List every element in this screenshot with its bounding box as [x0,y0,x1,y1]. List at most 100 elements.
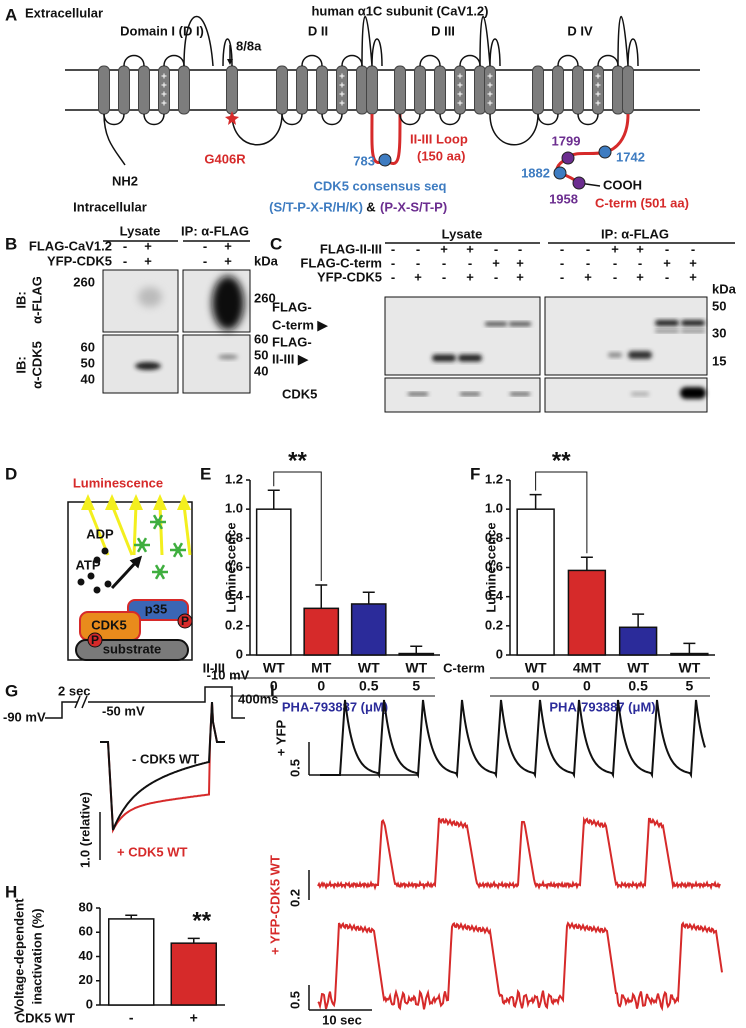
helix [356,65,368,115]
loop [459,54,481,67]
y-tick-label: 1.0 [485,501,503,516]
site [561,151,575,165]
panel-label: F [470,464,480,483]
helix [414,65,426,115]
dose-label: 0 [317,678,325,694]
dose-label: 0 [270,678,278,694]
site [598,145,612,159]
helix [474,65,486,115]
bar [255,508,292,656]
sign: + [636,269,644,284]
bar [108,918,155,1006]
band-label: FLAG- [272,334,312,349]
x-tick-label: WT [358,660,380,676]
sign: + [611,241,619,256]
label: + YFP [273,720,288,757]
band [510,392,530,396]
band [608,352,622,358]
y-tick-label: 20 [79,972,93,987]
row-label: C-term [443,660,485,675]
sign: - [442,269,446,284]
panel-label: A [5,5,17,24]
linker [231,113,283,146]
label: Luminescence [73,475,163,490]
ap-trace [317,816,721,891]
loop [123,54,145,67]
sign: + [414,269,422,284]
band [509,322,531,326]
error-bar [315,584,328,609]
y-tick-label: 1.0 [225,501,243,516]
label: II-III Loop [410,131,468,146]
sign: - [560,241,564,256]
atp [77,578,85,586]
atp [93,556,101,564]
label: kDa [712,281,737,296]
break [74,695,81,709]
label: G406R [204,151,246,166]
loop [419,54,441,67]
label: -10 mV [207,667,250,682]
dose-label: 0.5 [628,678,648,694]
sign: - [123,238,127,253]
bar [398,652,435,656]
marker: 60 [81,339,95,354]
y-tick-label: 0.6 [225,559,243,574]
panel-label: B [5,234,17,253]
panel-label: G [5,681,18,700]
sign: - [442,255,446,270]
error-bar [683,642,696,654]
significance-bracket [273,471,322,581]
sign: + [144,238,152,253]
domain-label: D II [308,23,328,38]
label: CDK5 [91,617,126,632]
helix [366,65,378,115]
dose-label: 5 [412,678,420,694]
ib-label: IB: [13,356,28,373]
band-label: FLAG- [272,299,312,314]
helix [276,65,288,115]
dose-label: 0 [583,678,591,694]
label: + YFP-CDK5 WT [267,855,282,955]
y-tick-label: 0 [496,646,503,661]
marker: 260 [254,290,276,305]
error-bar [125,914,138,919]
ib-label: α-FLAG [29,276,44,324]
sign: - [494,269,498,284]
y-axis-label: Luminescence [483,522,498,612]
blot [544,296,708,376]
sign: - [613,269,617,284]
blot [544,377,708,413]
sign: + [663,255,671,270]
sign: + [636,241,644,256]
sign: - [203,253,207,268]
light-ray [182,504,192,556]
panel-label: C [270,234,282,253]
marker: 30 [712,325,726,340]
y-tick-label: 1.2 [485,471,503,486]
light-ray [158,504,164,556]
helix [296,65,308,115]
site-label: 1742 [616,149,645,164]
sign: + [584,269,592,284]
arrowhead [177,494,191,510]
ib-label: IB: [13,291,28,308]
loop [321,113,343,126]
phospho [87,632,103,648]
loop [537,113,559,126]
helix [434,65,446,115]
label: 0.2 [287,889,302,907]
atp [93,586,101,594]
label: 400ms [238,691,278,706]
current-trace [100,701,225,834]
loop [557,54,579,67]
site [572,176,586,190]
label: 1.0 (relative) [77,792,92,868]
annotation: ** [288,447,307,474]
label: NH2 [112,173,138,188]
mutation-star [225,111,239,125]
band [655,320,679,326]
helix [484,65,496,115]
sign: - [586,255,590,270]
x-tick-label: WT [525,660,547,676]
